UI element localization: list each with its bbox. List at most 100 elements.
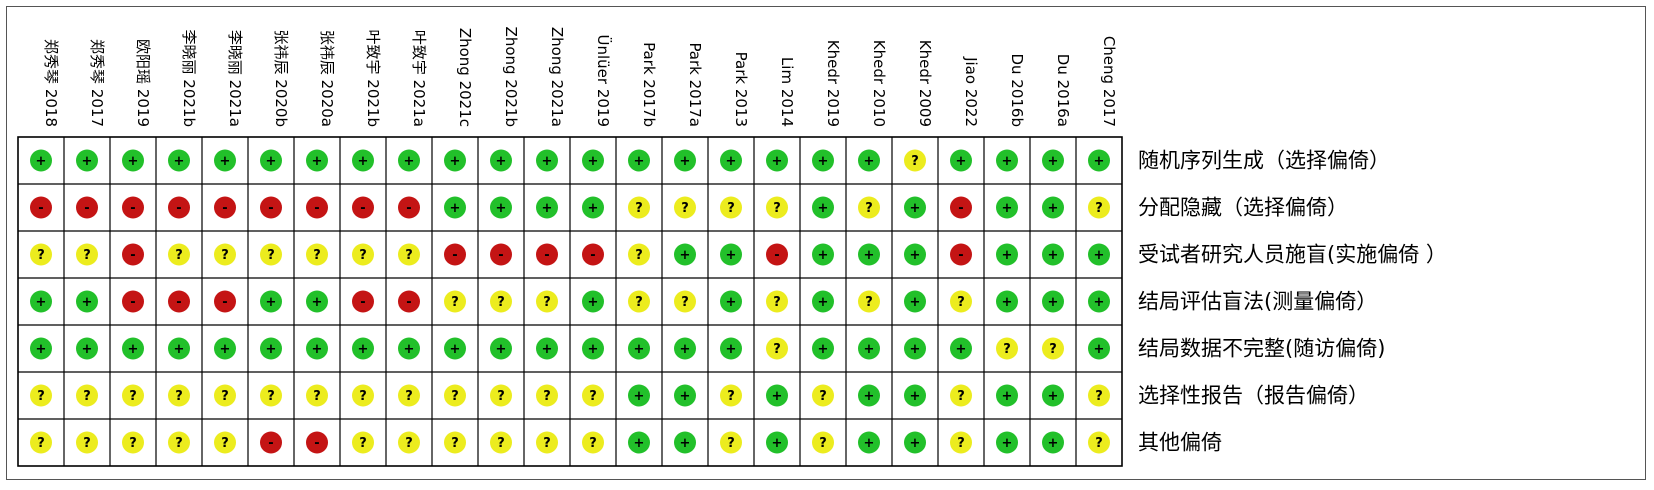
rating-low: + (1042, 384, 1064, 407)
rating-circle (444, 196, 466, 219)
rating-low: + (720, 243, 742, 266)
rating-circle (490, 290, 512, 313)
rating-symbol: - (958, 248, 963, 263)
rating-circle (858, 196, 880, 219)
rating-high: - (490, 243, 512, 266)
rating-circle (582, 384, 604, 407)
rating-low: + (996, 243, 1018, 266)
rating-symbol: - (590, 248, 595, 263)
rating-unclear: ? (490, 290, 512, 313)
study-label: 叶致宇 2021a (410, 30, 428, 127)
rating-symbol: + (1002, 201, 1013, 216)
rating-low: + (76, 149, 98, 172)
rating-symbol: + (588, 295, 599, 310)
rating-symbol: + (864, 389, 875, 404)
rating-symbol: + (404, 342, 415, 357)
rating-circle (536, 384, 558, 407)
rating-circle (628, 196, 650, 219)
rating-circle (996, 149, 1018, 172)
rating-symbol: - (268, 436, 273, 451)
rating-symbol: + (36, 154, 47, 169)
rating-symbol: - (498, 248, 503, 263)
rating-high: - (30, 196, 52, 219)
study-label: 郑秀琴 2017 (88, 39, 106, 127)
rating-low: + (1042, 243, 1064, 266)
rating-symbol: ? (405, 389, 413, 404)
rating-low: + (582, 290, 604, 313)
rating-low: + (582, 196, 604, 219)
rating-symbol: - (222, 201, 227, 216)
rating-low: + (1088, 149, 1110, 172)
rating-symbol: + (1002, 248, 1013, 263)
rating-circle (30, 290, 52, 313)
rating-circle (398, 337, 420, 360)
rating-low: + (950, 337, 972, 360)
rating-circle (168, 196, 190, 219)
study-label: 李晓丽 2021a (226, 30, 244, 127)
rating-low: + (628, 431, 650, 454)
rating-symbol: + (1002, 436, 1013, 451)
rating-symbol: + (82, 342, 93, 357)
rating-symbol: + (864, 436, 875, 451)
rating-circle (352, 196, 374, 219)
rating-circle (76, 384, 98, 407)
rating-circle (674, 290, 696, 313)
rating-circle (1042, 243, 1064, 266)
rating-circle (306, 243, 328, 266)
rating-circle (904, 337, 926, 360)
rating-unclear: ? (536, 431, 558, 454)
rating-symbol: + (818, 248, 829, 263)
rating-circle (1088, 384, 1110, 407)
rating-circle (122, 243, 144, 266)
rating-circle (582, 337, 604, 360)
rating-circle (720, 384, 742, 407)
rating-low: + (306, 290, 328, 313)
rating-unclear: ? (720, 431, 742, 454)
rating-low: + (1042, 149, 1064, 172)
rating-symbol: + (818, 295, 829, 310)
rating-circle (168, 290, 190, 313)
rating-low: + (352, 337, 374, 360)
rating-low: + (444, 196, 466, 219)
rating-symbol: ? (37, 436, 45, 451)
rating-circle (950, 149, 972, 172)
domain-label: 随机序列生成（选择偏倚） (1138, 149, 1390, 173)
rating-high: - (444, 243, 466, 266)
rating-high: - (582, 243, 604, 266)
rating-symbol: + (1048, 154, 1059, 169)
rating-unclear: ? (352, 431, 374, 454)
rating-symbol: - (774, 248, 779, 263)
rating-high: - (306, 431, 328, 454)
rating-unclear: ? (168, 384, 190, 407)
rating-low: + (858, 384, 880, 407)
rating-low: + (996, 149, 1018, 172)
rating-unclear: ? (444, 384, 466, 407)
rating-symbol: + (358, 342, 369, 357)
rating-circle (76, 149, 98, 172)
rating-low: + (536, 149, 558, 172)
rating-circle (76, 290, 98, 313)
rating-circle (582, 149, 604, 172)
rating-high: - (214, 290, 236, 313)
rating-circle (628, 243, 650, 266)
rating-circle (76, 196, 98, 219)
rating-low: + (812, 290, 834, 313)
rating-low: + (490, 337, 512, 360)
rating-unclear: ? (766, 337, 788, 360)
rating-low: + (260, 290, 282, 313)
study-label: 张祎辰 2020a (318, 30, 336, 127)
rating-symbol: + (266, 154, 277, 169)
rating-low: + (996, 196, 1018, 219)
rating-symbol: + (358, 154, 369, 169)
study-label: Park 2017b (640, 42, 658, 127)
rating-low: + (1042, 290, 1064, 313)
rating-circle (674, 243, 696, 266)
rating-low: + (168, 149, 190, 172)
rating-unclear: ? (536, 290, 558, 313)
rating-symbol: + (312, 342, 323, 357)
rating-circle (812, 431, 834, 454)
rating-low: + (444, 149, 466, 172)
rating-low: + (996, 431, 1018, 454)
rating-high: - (76, 196, 98, 219)
rating-low: + (858, 337, 880, 360)
